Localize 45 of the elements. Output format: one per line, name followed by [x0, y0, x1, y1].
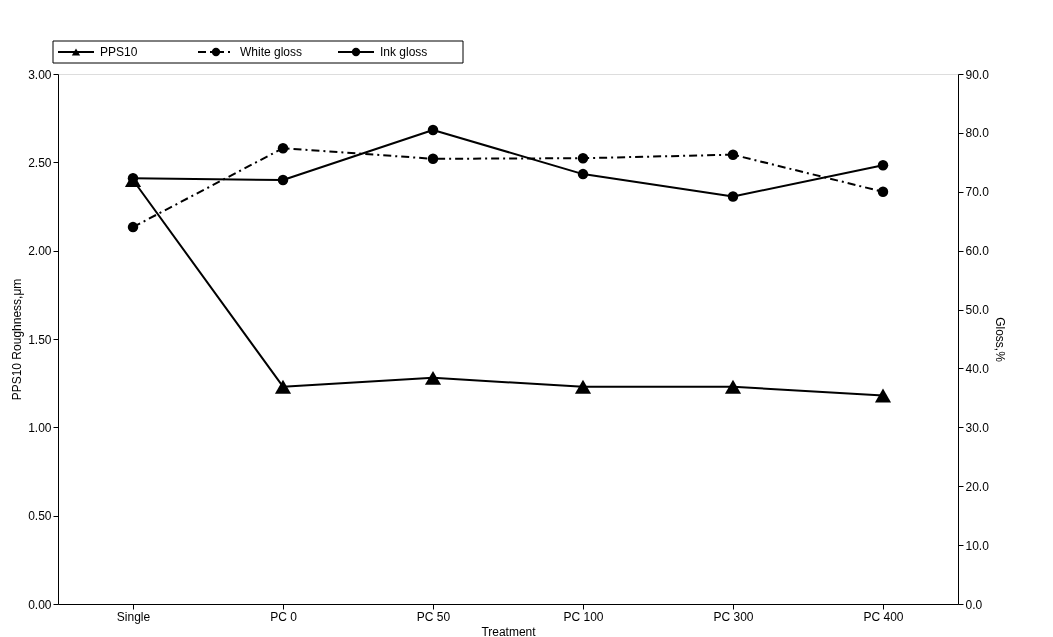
y2-tick-label: 70.0	[965, 185, 990, 200]
y2-tick-label: 10.0	[965, 538, 990, 553]
y2-tick-label: 40.0	[965, 361, 990, 376]
y-tick-label: 2.00	[28, 244, 52, 259]
point	[274, 379, 292, 394]
x-tick-label: PC 50	[416, 609, 451, 624]
x-tick-label: PC 400	[863, 609, 904, 624]
y2-tick-label: 80.0	[965, 126, 990, 141]
legend-label: Ink gloss	[380, 45, 428, 59]
y2-tick-label: 30.0	[965, 420, 990, 435]
y-axis-title: PPS10 Roughness,μm	[10, 278, 25, 401]
point	[874, 388, 892, 403]
x-tick-label: PC 100	[563, 609, 604, 624]
y-tick-label: 3.00	[28, 67, 52, 82]
y2-tick-label: 0.0	[965, 597, 983, 612]
y2-tick-label: 60.0	[965, 244, 990, 259]
x-axis-title: Treatment	[481, 624, 537, 637]
point	[574, 379, 592, 394]
point	[724, 379, 742, 394]
legend-label: White gloss	[240, 45, 303, 59]
y2-tick-label: 50.0	[965, 303, 990, 318]
point	[277, 174, 289, 186]
point	[877, 160, 889, 171]
legend-label: PPS10	[100, 45, 138, 59]
y2-tick-label: 90.0	[965, 67, 990, 82]
y2-axis-title: Gloss,%	[992, 317, 1007, 363]
point	[427, 124, 439, 136]
y-tick-label: 2.50	[28, 155, 52, 170]
point	[577, 152, 589, 164]
y-tick-label: 1.50	[28, 332, 52, 347]
point	[424, 370, 442, 385]
point	[877, 186, 889, 198]
y2-tick-label: 20.0	[965, 479, 990, 494]
point	[277, 142, 289, 154]
y-tick-label: 0.50	[28, 509, 52, 524]
point	[577, 168, 589, 180]
x-tick-label: PC 300	[713, 609, 754, 624]
point	[727, 191, 739, 202]
point	[427, 153, 439, 165]
x-tick-label: Single	[116, 609, 151, 624]
y-tick-label: 0.00	[28, 597, 52, 612]
x-tick-label: PC 0	[270, 609, 298, 624]
point	[127, 221, 139, 233]
point	[727, 149, 739, 160]
y-tick-label: 1.00	[28, 420, 52, 435]
